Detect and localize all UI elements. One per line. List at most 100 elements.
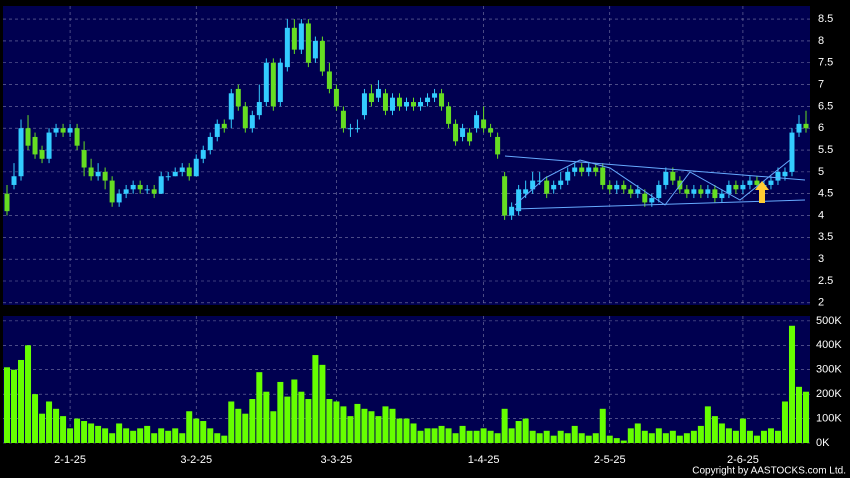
candle-body [621, 184, 627, 190]
candle-body [544, 180, 550, 194]
volume-bar [368, 411, 375, 443]
candle-body [516, 189, 522, 212]
candle-body [228, 93, 234, 120]
candle-body [242, 106, 248, 129]
candle-body [495, 136, 501, 155]
volume-bar [417, 430, 424, 443]
candle-body [642, 193, 648, 203]
volume-bar [53, 408, 60, 443]
candle-body [60, 128, 66, 133]
candle-body [474, 115, 480, 129]
candle-body [179, 167, 185, 172]
candle-body [502, 176, 508, 216]
candle-body [593, 167, 599, 172]
candle-body [186, 167, 192, 177]
volume-bar [473, 430, 480, 443]
candle-body [368, 93, 374, 103]
candle-body [291, 27, 297, 50]
candle-body [719, 193, 725, 199]
candle-body [523, 189, 529, 194]
candle-body [249, 115, 255, 129]
candle-body [607, 184, 613, 190]
volume-bar [606, 435, 613, 443]
candle-body [509, 206, 515, 216]
candle-body [95, 171, 101, 177]
candle-body [628, 189, 634, 194]
volume-bar [795, 386, 802, 443]
candle-body [691, 189, 697, 194]
candle-body [284, 27, 290, 68]
volume-bar [144, 425, 151, 443]
volume-bar [753, 435, 760, 443]
volume-bar [186, 411, 193, 443]
volume-bar [81, 421, 88, 443]
candle-body [446, 106, 452, 124]
volume-bar [704, 406, 711, 443]
candle-body [354, 128, 360, 130]
y-tick-label: 6 [818, 122, 824, 134]
price-panel [3, 6, 810, 305]
volume-bar [690, 430, 697, 443]
volume-bar [46, 401, 53, 443]
candle-body [382, 93, 388, 111]
volume-bar [235, 408, 242, 443]
volume-bar [599, 408, 606, 443]
y-tick-label: 7 [818, 78, 824, 90]
candle-body [453, 123, 459, 142]
candle-body [32, 136, 38, 155]
candle-body [803, 123, 809, 129]
volume-bar [326, 399, 333, 443]
volume-bar [389, 408, 396, 443]
candle-body [193, 158, 199, 177]
candle-body [81, 150, 87, 168]
volume-bar [151, 433, 158, 443]
volume-bar [410, 423, 417, 443]
volume-bar [298, 391, 305, 443]
candle-body [53, 128, 59, 133]
candle-body [109, 180, 115, 203]
candle-body [663, 171, 669, 185]
y-tick-label: 8.5 [818, 13, 833, 25]
candle-body [18, 128, 24, 177]
volume-bar [88, 423, 95, 443]
candle-body [263, 62, 269, 103]
volume-bar [641, 430, 648, 443]
volume-bar [550, 435, 557, 443]
candle-body [165, 176, 171, 178]
volume-tick-label: 100K [816, 412, 842, 424]
volume-bar [200, 421, 207, 443]
candle-body [782, 171, 788, 177]
candle-body [530, 180, 536, 190]
y-tick-label: 2.5 [818, 275, 833, 287]
candle-body [635, 189, 641, 194]
volume-tick-label: 500K [816, 315, 842, 327]
x-tick-label: 2-5-25 [594, 454, 626, 466]
copyright: Copyright by AASTOCKS.com Ltd. [692, 466, 846, 477]
volume-bar [249, 399, 256, 443]
volume-bar [109, 433, 116, 443]
candle-body [25, 128, 31, 146]
volume-bar [214, 433, 221, 443]
volume-bar [137, 428, 144, 443]
candle-body [565, 171, 571, 181]
candle-body [277, 62, 283, 103]
volume-bar [669, 430, 676, 443]
volume-bar [725, 428, 732, 443]
volume-bar [662, 433, 669, 443]
volume-bar [466, 430, 473, 443]
candle-body [411, 102, 417, 107]
volume-bar [746, 430, 753, 443]
volume-bar [494, 433, 501, 443]
volume-bar [172, 428, 179, 443]
volume-bar [515, 421, 522, 443]
volume-bar [760, 430, 767, 443]
volume-bar [613, 438, 620, 443]
candle-body [39, 150, 45, 159]
candle-body [572, 167, 578, 172]
candle-body [235, 88, 241, 107]
pattern-lines [504, 155, 806, 210]
volume-bar [319, 364, 326, 443]
volume-bar [284, 396, 291, 443]
candle-body [158, 176, 164, 194]
candle-body [221, 123, 227, 129]
